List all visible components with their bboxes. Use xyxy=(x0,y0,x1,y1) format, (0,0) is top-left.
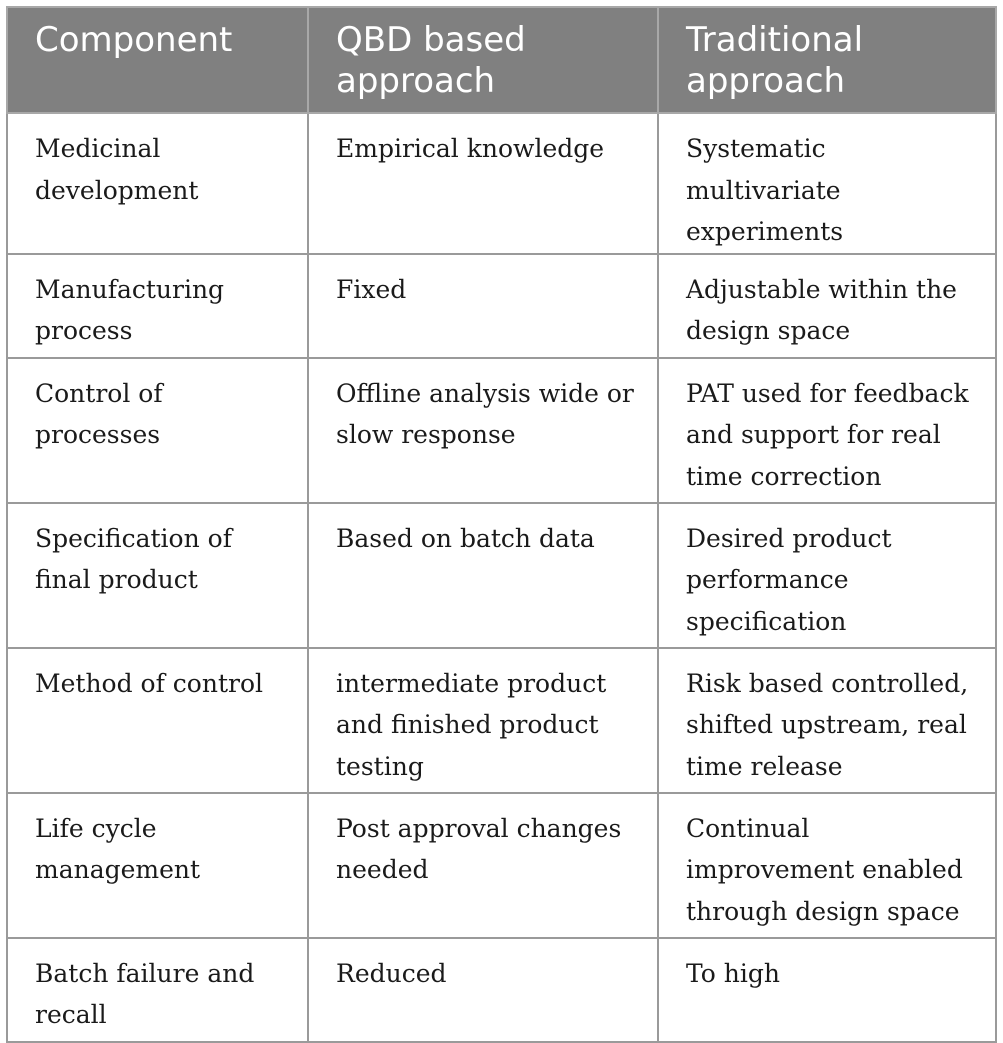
table-row: Specification of final product Based on … xyxy=(6,501,997,649)
comparison-table: Component QBD based approach Traditional… xyxy=(6,6,997,1043)
table-row: Method of control intermediate product a… xyxy=(6,646,997,794)
cell-qbd: Reduced xyxy=(307,936,659,1043)
cell-component: Specification of final product xyxy=(6,501,309,649)
cell-component: Batch failure and recall xyxy=(6,936,309,1043)
cell-component: Medicinal development xyxy=(6,112,309,255)
cell-traditional: PAT used for feedback and support for re… xyxy=(657,356,997,504)
cell-qbd: Empirical knowledge xyxy=(307,112,659,255)
header-row: Component QBD based approach Traditional… xyxy=(6,6,997,114)
cell-qbd: Post approval changes needed xyxy=(307,791,659,939)
table-row: Manufacturing process Fixed Adjustable w… xyxy=(6,252,997,359)
header-component: Component xyxy=(6,6,309,114)
header-traditional-approach: Traditional approach xyxy=(657,6,997,114)
cell-traditional: Adjustable within the design space xyxy=(657,252,997,359)
table-header: Component QBD based approach Traditional… xyxy=(6,6,997,114)
cell-component: Method of control xyxy=(6,646,309,794)
cell-qbd: Fixed xyxy=(307,252,659,359)
table-row: Control of processes Offline analysis wi… xyxy=(6,356,997,504)
cell-component: Life cycle management xyxy=(6,791,309,939)
cell-traditional: Systematic multivariate experiments xyxy=(657,112,997,255)
cell-traditional: Risk based controlled, shifted upstream,… xyxy=(657,646,997,794)
cell-component: Control of processes xyxy=(6,356,309,504)
cell-traditional: To high xyxy=(657,936,997,1043)
cell-traditional: Continual improvement enabled through de… xyxy=(657,791,997,939)
table-row: Medicinal development Empirical knowledg… xyxy=(6,112,997,255)
cell-qbd: Offline analysis wide or slow response xyxy=(307,356,659,504)
table-body: Medicinal development Empirical knowledg… xyxy=(6,112,997,1043)
cell-traditional: Desired product performance specificatio… xyxy=(657,501,997,649)
cell-qbd: Based on batch data xyxy=(307,501,659,649)
cell-component: Manufacturing process xyxy=(6,252,309,359)
table-row: Batch failure and recall Reduced To high xyxy=(6,936,997,1043)
header-qbd-approach: QBD based approach xyxy=(307,6,659,114)
table-row: Life cycle management Post approval chan… xyxy=(6,791,997,939)
cell-qbd: intermediate product and finished produc… xyxy=(307,646,659,794)
